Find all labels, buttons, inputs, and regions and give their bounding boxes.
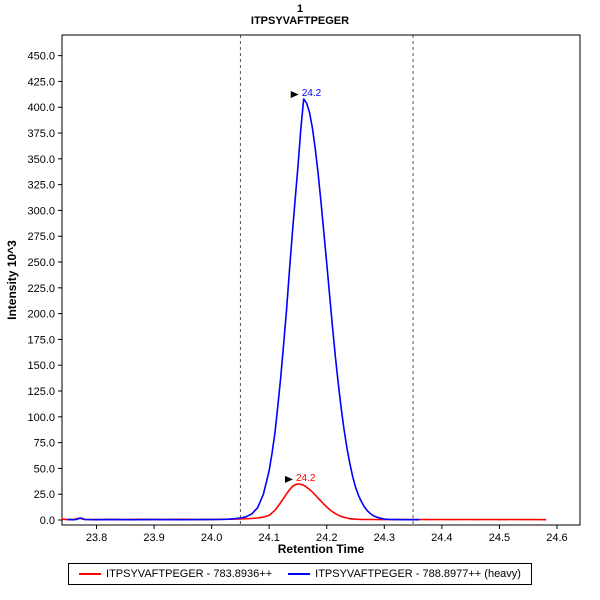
x-tick-label: 23.8 [86,532,107,544]
legend-label-light: ITPSYVAFTPEGER - 783.8936++ [106,568,273,580]
legend-item-heavy: ITPSYVAFTPEGER - 788.8977++ (heavy) [288,568,521,580]
y-tick-label: 150.0 [27,360,55,372]
peak-apex-label: 24.2 [302,88,322,99]
y-tick-label: 125.0 [27,386,55,398]
y-tick-label: 425.0 [27,76,55,88]
peak-apex-marker-icon [284,475,293,483]
legend-swatch-light-icon [79,573,102,575]
x-tick-label: 24.5 [489,532,510,544]
y-tick-label: 25.0 [34,489,55,501]
chart-title-peptide: ITPSYVAFTPEGER [250,15,350,27]
chromatogram-plot[interactable]: 0.0 25.0 50.0 75.0 100.0 125.0 150.0 175.0 200.0… [0,0,600,558]
x-tick-label: 24.4 [431,532,452,544]
legend-item-light: ITPSYVAFTPEGER - 783.8936++ [79,568,272,580]
y-tick-label: 325.0 [27,180,55,192]
peak-apex-marker-icon [290,90,299,98]
y-tick-label: 350.0 [27,154,55,166]
plot-border [61,34,581,526]
legend-swatch-heavy-icon [288,573,311,575]
y-axis-title: Intensity 10^3 [5,240,19,320]
y-tick-label: 75.0 [34,438,55,450]
y-tick-label: 0.0 [40,515,55,527]
x-tick-label: 24.6 [546,532,567,544]
y-tick-label: 100.0 [27,412,55,424]
legend: ITPSYVAFTPEGER - 783.8936++ ITPSYVAFTPEG… [68,563,532,585]
y-tick-label: 400.0 [27,102,55,114]
y-tick-label: 200.0 [27,309,55,321]
y-tick-label: 375.0 [27,128,55,140]
series-path-light[interactable] [61,483,547,521]
y-tick-label: 275.0 [27,231,55,243]
peak-apex-label: 24.2 [296,473,316,484]
series-path-heavy[interactable] [67,98,420,521]
legend-label-heavy: ITPSYVAFTPEGER - 788.8977++ (heavy) [315,568,521,580]
y-tick-label: 175.0 [27,334,55,346]
y-tick-label: 50.0 [34,463,55,475]
y-tick-label: 450.0 [27,51,55,63]
y-tick-label: 300.0 [27,205,55,217]
chart-title-replicate: 1 [296,3,304,15]
x-tick-label: 24.0 [201,532,222,544]
x-axis-title: Retention Time [278,542,365,556]
x-tick-label: 23.9 [143,532,164,544]
y-tick-label: 250.0 [27,257,55,269]
x-tick-label: 24.3 [374,532,395,544]
y-tick-label: 225.0 [27,283,55,295]
x-tick-label: 24.1 [258,532,279,544]
x-tick-label: 24.2 [316,532,337,544]
